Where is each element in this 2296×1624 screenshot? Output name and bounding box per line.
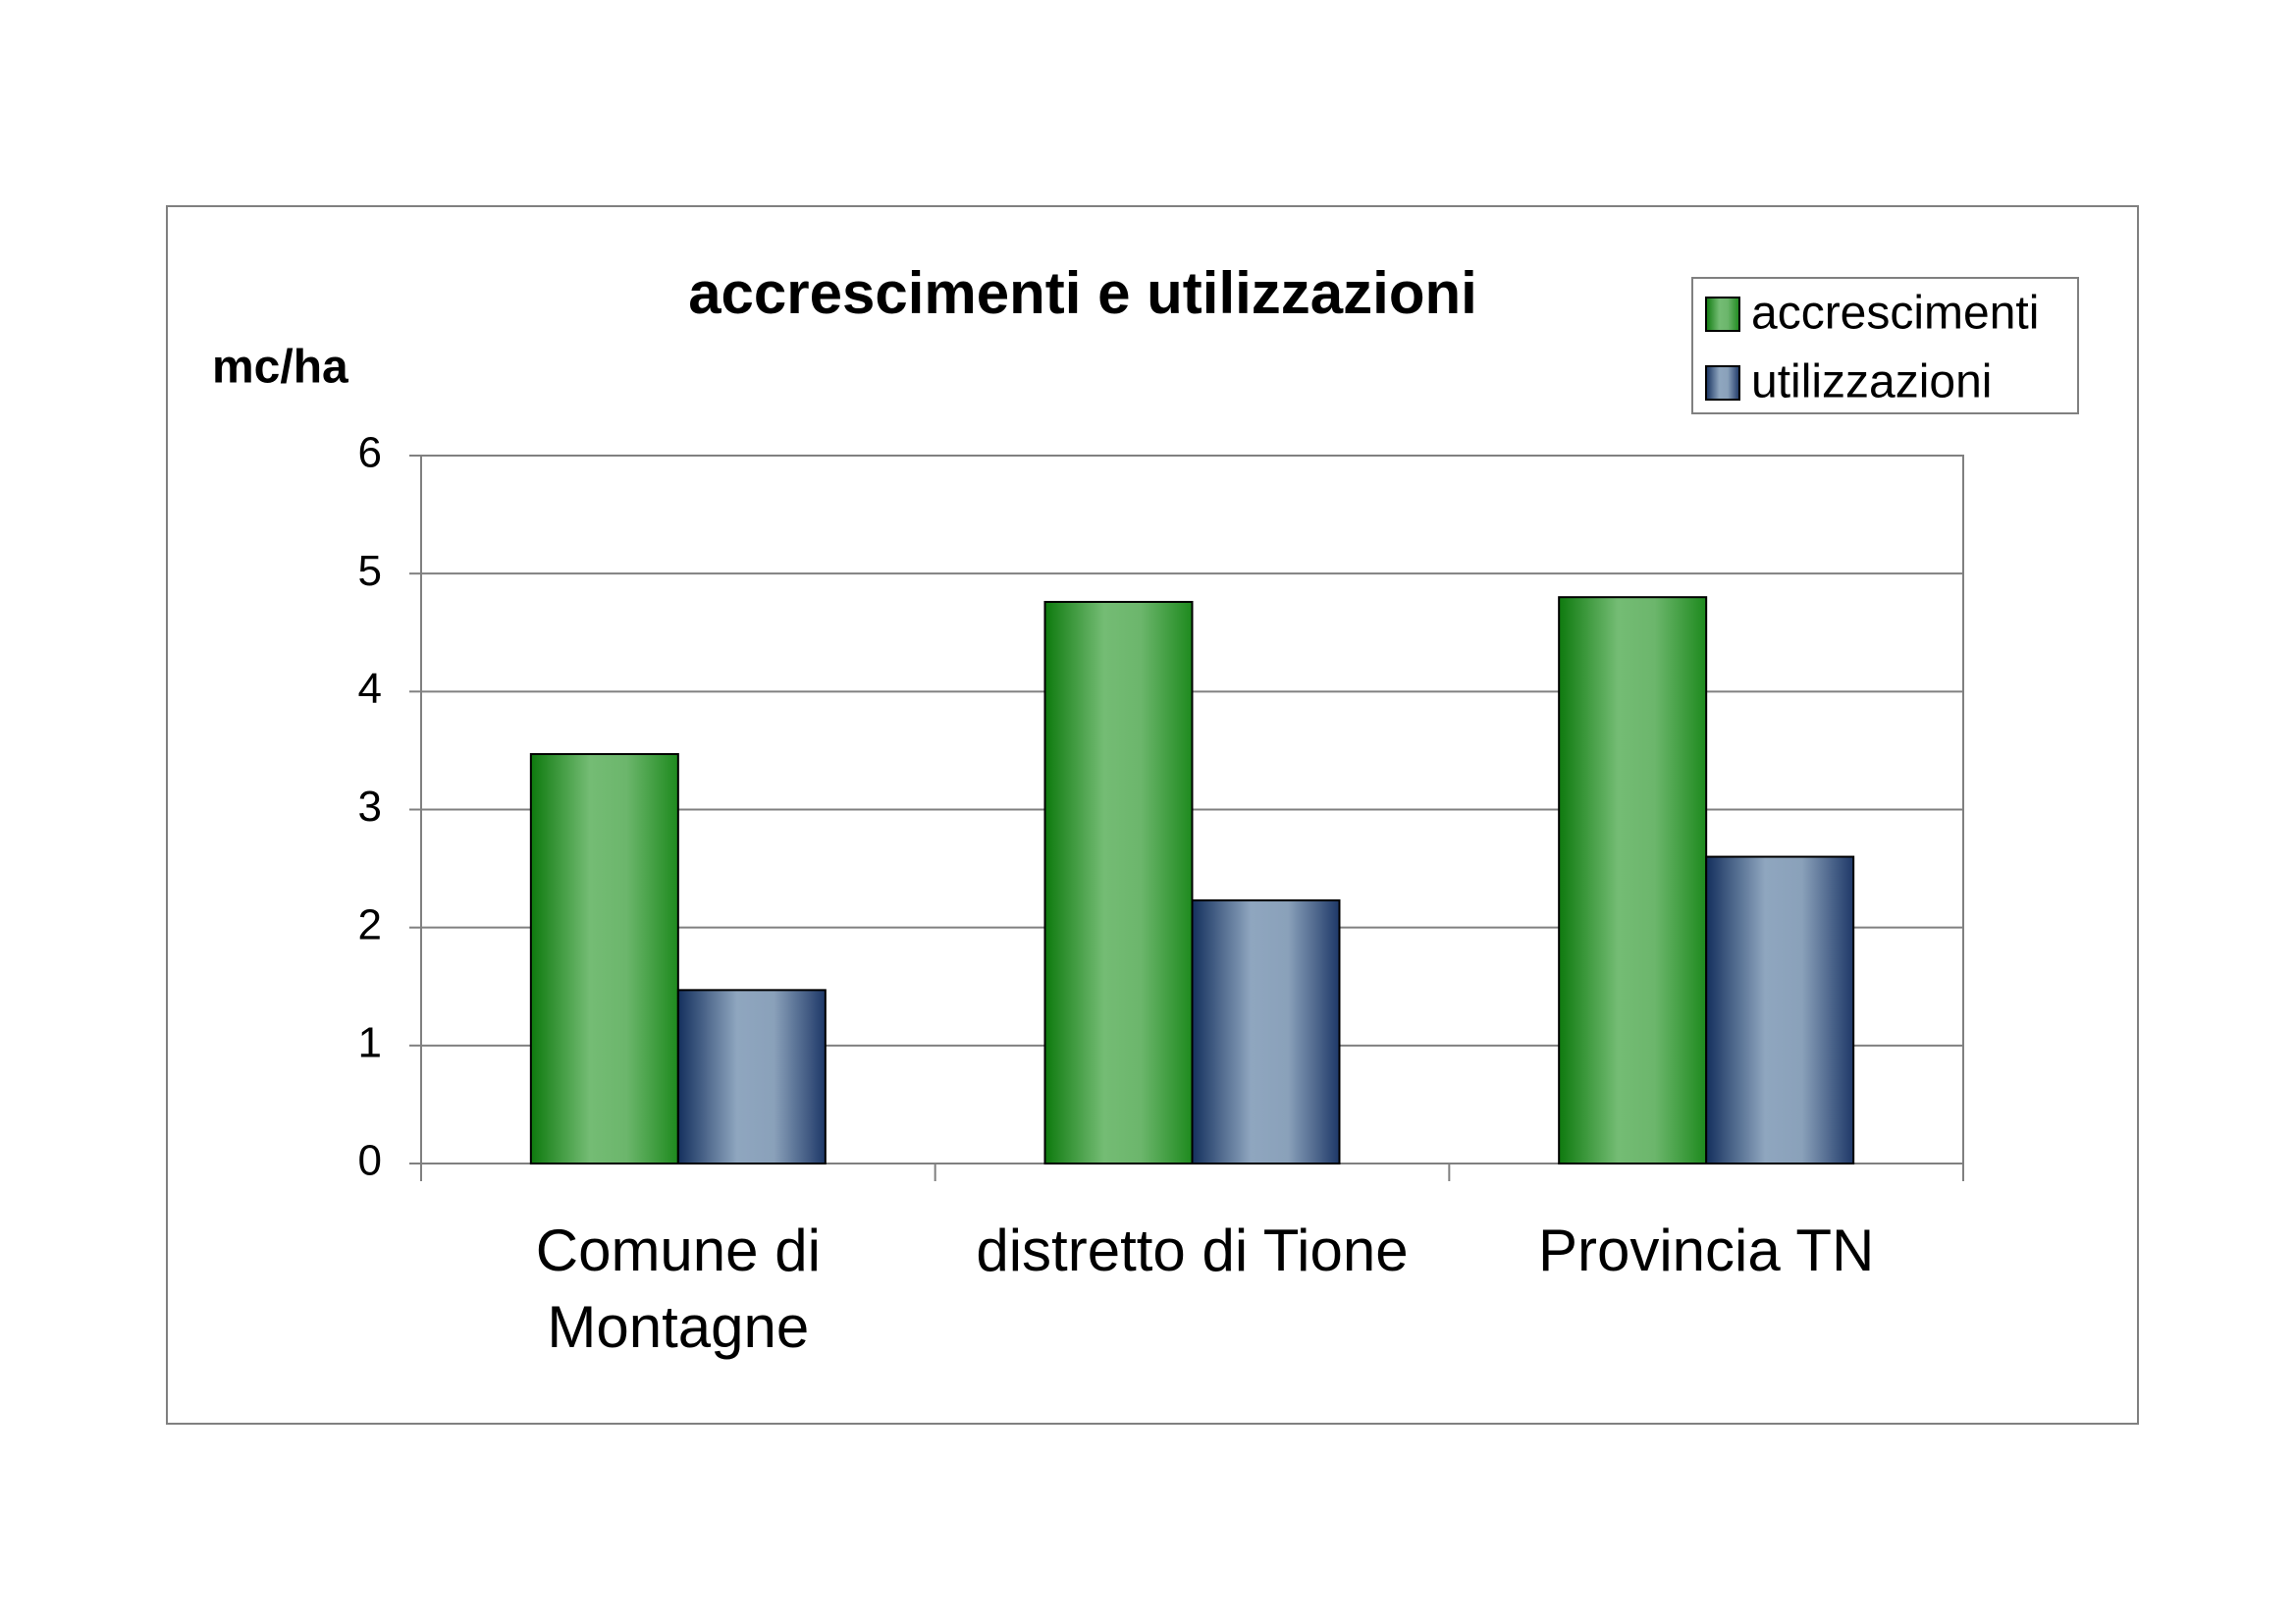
- bar: [676, 989, 827, 1164]
- chart-title: accrescimenti e utilizzazioni: [688, 260, 1477, 326]
- x-tick-label: Comune di Montagne: [535, 1218, 821, 1360]
- x-tick-label: distretto di Tione: [976, 1218, 1409, 1283]
- legend-swatch: [1705, 365, 1740, 401]
- y-axis-label: mc/ha: [212, 342, 348, 394]
- bar: [1705, 855, 1855, 1164]
- legend-swatch: [1705, 297, 1740, 332]
- y-tick-label: 0: [358, 1137, 382, 1185]
- y-tick-label: 3: [358, 783, 382, 831]
- y-tick-label: 1: [358, 1018, 382, 1066]
- bar: [529, 753, 679, 1164]
- bar: [1043, 601, 1194, 1164]
- y-tick-label: 5: [358, 547, 382, 595]
- y-tick-label: 4: [358, 665, 382, 713]
- legend-box: [1691, 277, 2079, 414]
- legend-label: utilizzazioni: [1751, 356, 1992, 408]
- y-tick-label: 2: [358, 900, 382, 948]
- bar: [1191, 899, 1341, 1164]
- y-tick-label: 6: [358, 429, 382, 477]
- legend-label: accrescimenti: [1751, 288, 2039, 340]
- x-tick-label: Provincia TN: [1537, 1218, 1875, 1283]
- bar: [1558, 596, 1708, 1164]
